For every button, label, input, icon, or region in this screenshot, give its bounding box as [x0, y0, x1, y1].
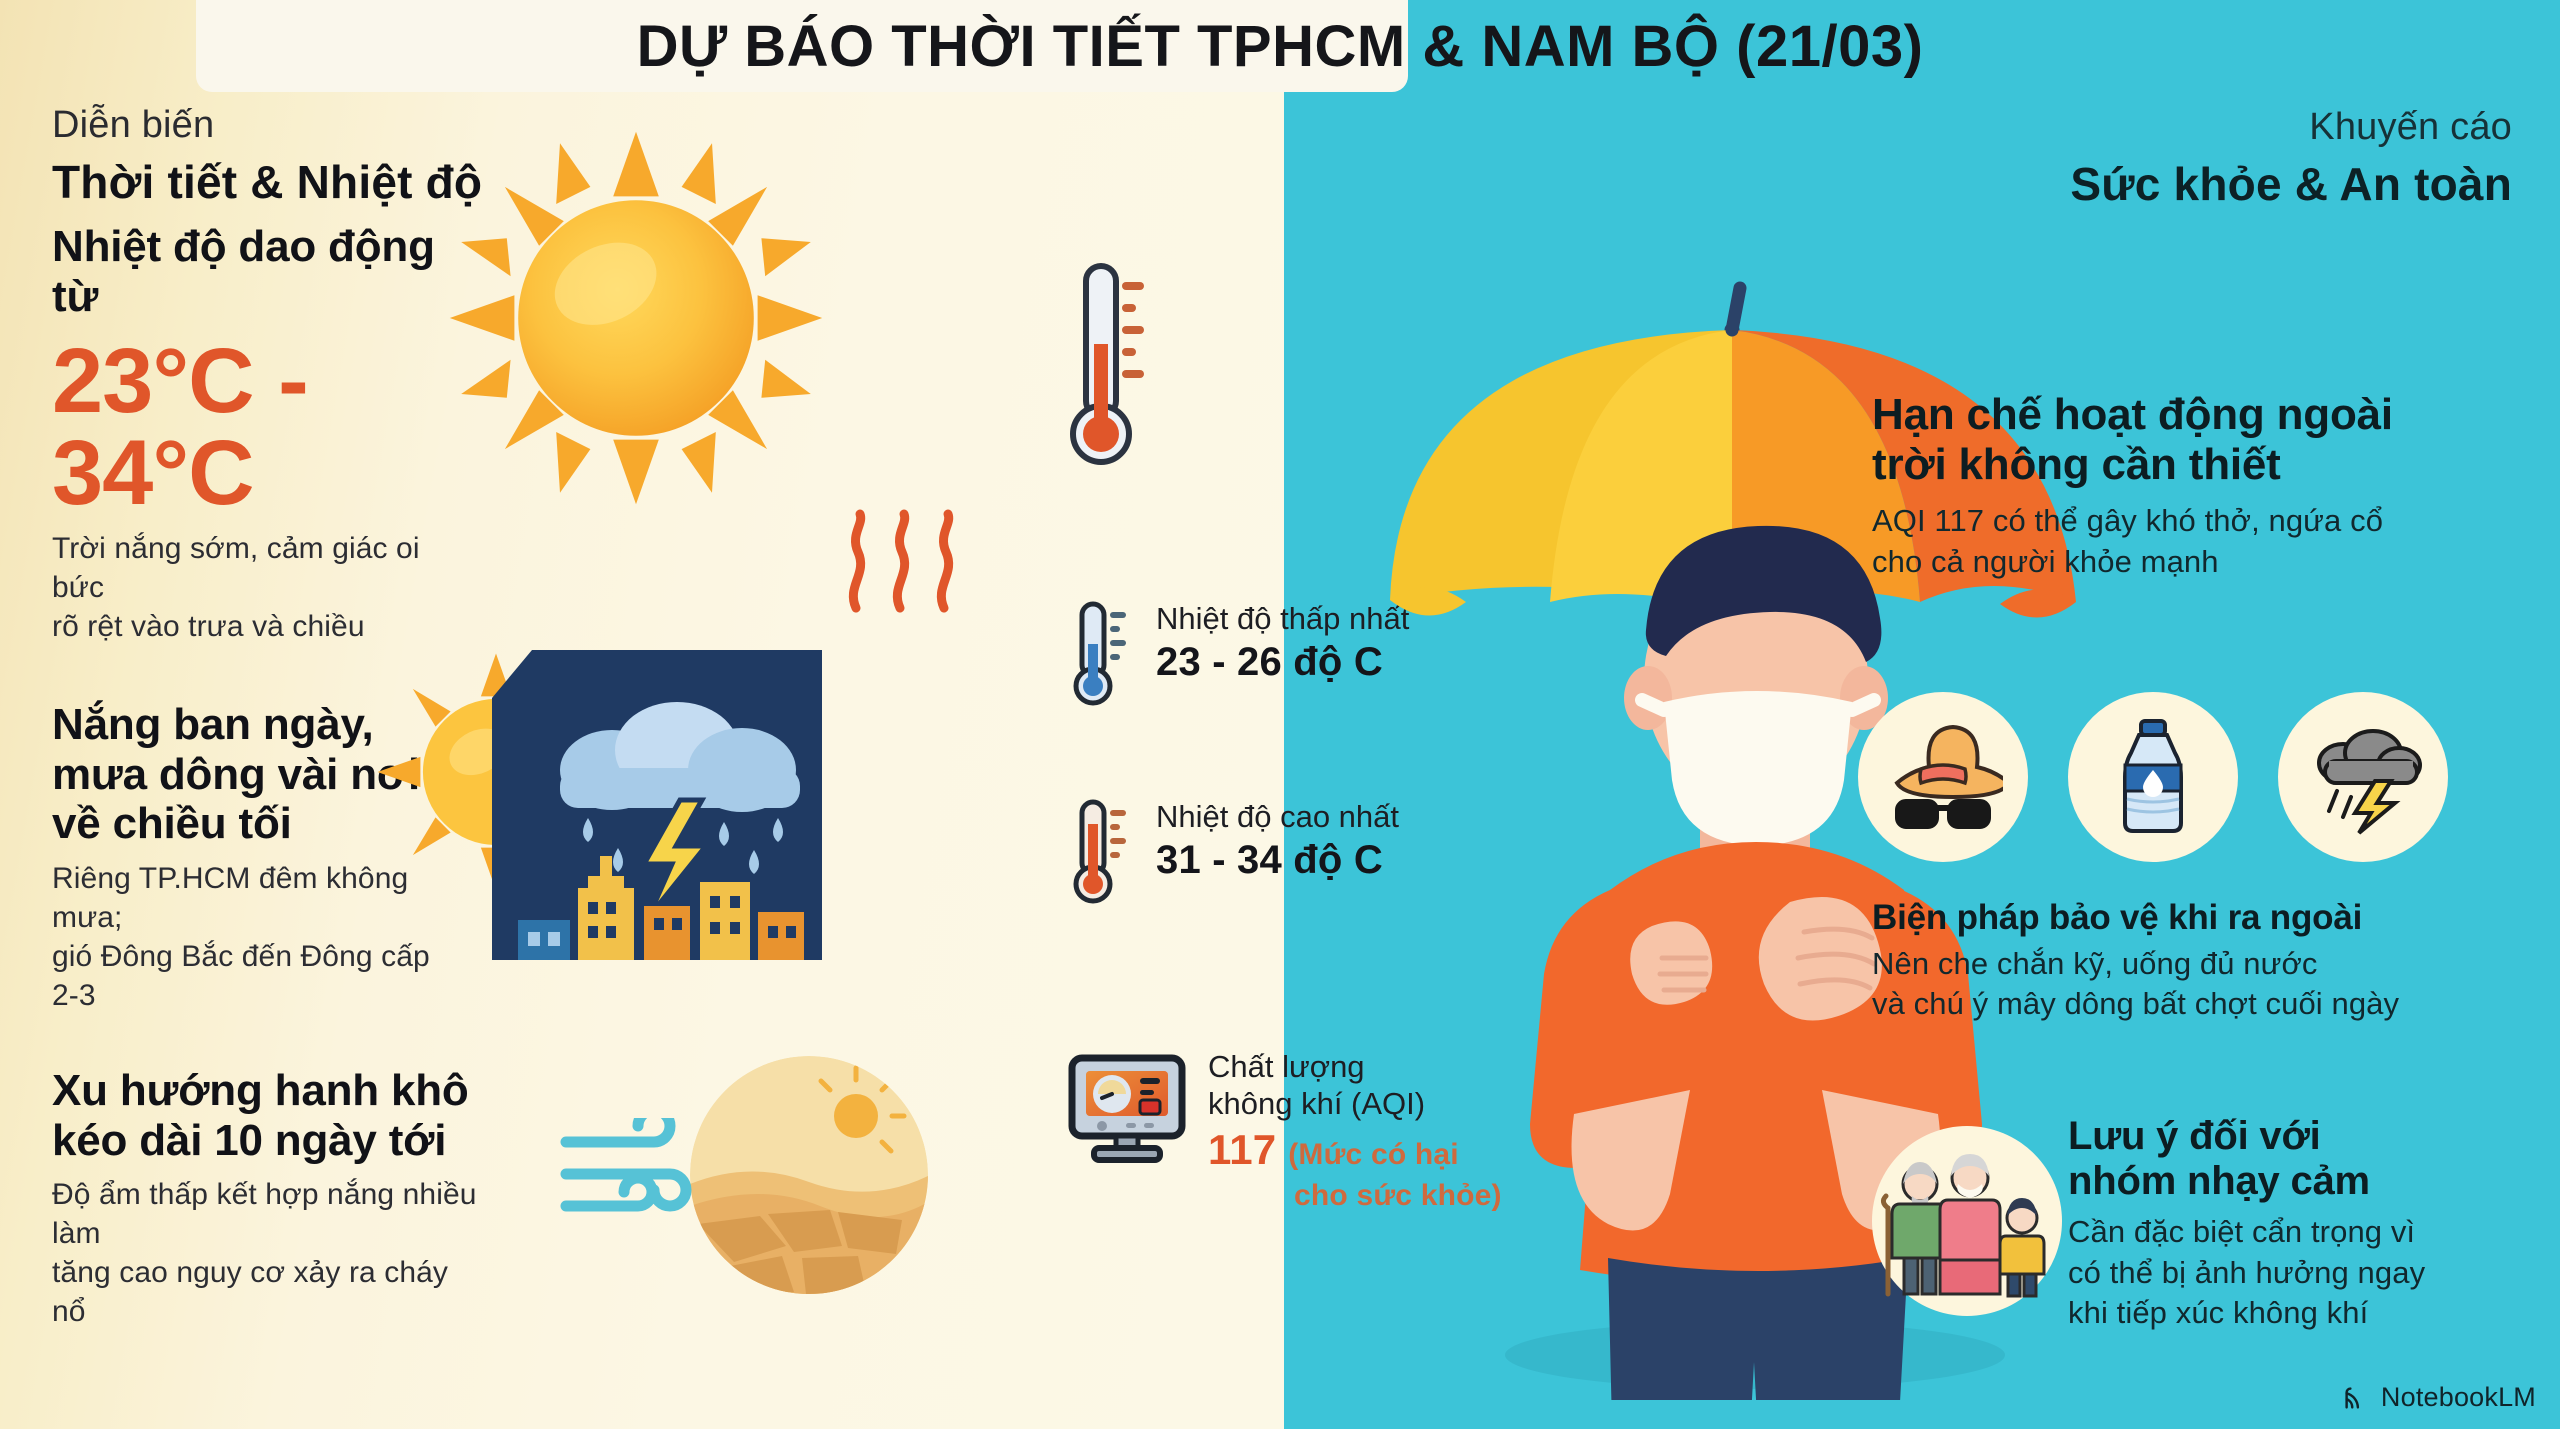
aqi-value: 117 [1208, 1126, 1277, 1174]
temperature-sub-line-1: Trời nắng sớm, cảm giác oi bức [52, 532, 420, 605]
thermometer-large-icon [1070, 258, 1146, 478]
stat-min-temperature: Nhiệt độ thấp nhất 23 - 26 độ C [1072, 600, 1409, 708]
temperature-block-title: Nhiệt độ dao động từ [52, 222, 435, 321]
limit-outdoor-sub: AQI 117 có thể gây khó thở, ngứa cổ cho … [1872, 501, 2532, 582]
temperature-sub-line-2: rõ rệt vào trưa và chiều [52, 610, 365, 644]
sensitive-sub-line-3: khi tiếp xúc không khí [2068, 1294, 2369, 1330]
thermometer-cold-icon [1072, 600, 1134, 708]
rain-sub-line-1: Riêng TP.HCM đêm không mưa; [52, 862, 409, 935]
protection-title: Biện pháp bảo vệ khi ra ngoài [1872, 898, 2363, 937]
rain-block-sub: Riêng TP.HCM đêm không mưa; gió Đông Bắc… [52, 859, 452, 1015]
wind-gust-icon [558, 1104, 708, 1228]
protection-sub-line-2: và chú ý mây dông bất chợt cuối ngày [1872, 986, 2400, 1022]
stat-min-label: Nhiệt độ thấp nhất [1156, 601, 1410, 636]
right-block-sensitive-group: Lưu ý đối với nhóm nhạy cảm Cần đặc biệt… [2068, 1114, 2558, 1333]
heat-wave-icon [838, 508, 968, 618]
water-bottle-icon [2093, 715, 2213, 840]
stat-min-value: 23 - 26 độ C [1156, 640, 1383, 685]
title-plate [196, 0, 1408, 92]
right-heading: Sức khỏe & An toàn [2070, 158, 2512, 210]
dry-trend-sub: Độ ẩm thấp kết hợp nắng nhiều làm tăng c… [52, 1175, 482, 1331]
rain-title-line-3: về chiều tối [52, 799, 292, 849]
rain-title-line-2: mưa dông vài nơi [52, 749, 420, 799]
stat-max-label: Nhiệt độ cao nhất [1156, 799, 1400, 834]
sensitive-title-line-2: nhóm nhạy cảm [2068, 1159, 2370, 1204]
stat-max-value: 31 - 34 độ C [1156, 838, 1383, 883]
left-block-rain: Nắng ban ngày, mưa dông vài nơi về chiều… [52, 700, 452, 1015]
limit-outdoor-title: Hạn chế hoạt động ngoài trời không cần t… [1872, 390, 2532, 489]
right-eyebrow: Khuyến cáo [2309, 106, 2512, 148]
aqi-label-line-1: Chất lượng [1208, 1049, 1365, 1084]
thunderstorm-cloud-icon [2303, 715, 2423, 840]
rain-title-line-1: Nắng ban ngày, [52, 700, 374, 749]
limit-outdoor-sub-line-2: cho cả người khỏe mạnh [1872, 543, 2219, 579]
aqi-note-line-2: cho sức khỏe) [1294, 1178, 1502, 1212]
dry-trend-title: Xu hướng hanh khô kéo dài 10 ngày tới [52, 1066, 482, 1165]
left-eyebrow: Diễn biến [52, 104, 215, 146]
sun-icon [446, 128, 826, 508]
stat-air-quality: Chất lượng không khí (AQI) 117 (Mức có h… [1068, 1048, 1502, 1214]
man-with-mask-holding-umbrella-icon [1360, 210, 2110, 1429]
limit-outdoor-title-line-2: trời không cần thiết [1872, 439, 2281, 489]
notebooklm-logo-icon [2341, 1383, 2371, 1413]
badge-sensitive-group [1872, 1126, 2062, 1316]
page-title: Dự báo thời tiết TPHCM & Nam Bộ (21/03) [636, 13, 1924, 79]
left-block-dry-trend: Xu hướng hanh khô kéo dài 10 ngày tới Độ… [52, 1066, 482, 1331]
sunhat-sunglasses-icon [1883, 715, 2012, 840]
badge-water-bottle [2068, 692, 2238, 862]
aqi-label-line-2: không khí (AQI) [1208, 1086, 1426, 1122]
rain-sub-line-2: gió Đông Bắc đến Đông cấp 2-3 [52, 940, 430, 1013]
right-block-limit-outdoor: Hạn chế hoạt động ngoài trời không cần t… [1872, 390, 2532, 582]
limit-outdoor-title-line-1: Hạn chế hoạt động ngoài [1872, 390, 2393, 439]
thermometer-hot-icon [1072, 798, 1134, 906]
sensitive-title: Lưu ý đối với nhóm nhạy cảm [2068, 1114, 2558, 1204]
sensitive-title-line-1: Lưu ý đối với [2068, 1114, 2321, 1158]
badge-sunhat [1858, 692, 2028, 862]
dry-title-line-1: Xu hướng hanh khô [52, 1066, 469, 1115]
left-block-temperature: Nhiệt độ dao động từ 23°C - 34°C Trời nắ… [52, 222, 472, 646]
temperature-block-sub: Trời nắng sớm, cảm giác oi bức rõ rệt và… [52, 529, 472, 646]
sensitive-sub-line-2: có thể bị ảnh hưởng ngay [2068, 1254, 2426, 1290]
stat-max-temperature: Nhiệt độ cao nhất 31 - 34 độ C [1072, 798, 1399, 906]
dry-title-line-2: kéo dài 10 ngày tới [52, 1115, 447, 1165]
city-rain-thunder-icon [492, 650, 822, 960]
right-column-header: Khuyến cáo Sức khỏe & An toàn [2070, 106, 2512, 211]
dry-sub-line-1: Độ ẩm thấp kết hợp nắng nhiều làm [52, 1178, 477, 1251]
temperature-range-value: 23°C - 34°C [52, 330, 309, 525]
cracked-dry-earth-icon [690, 1056, 928, 1294]
left-column-header: Diễn biến Thời tiết & Nhiệt độ [52, 104, 482, 209]
sensitive-sub: Cần đặc biệt cẩn trọng vì có thể bị ảnh … [2068, 1212, 2558, 1333]
rain-block-title: Nắng ban ngày, mưa dông vài nơi về chiều… [52, 700, 452, 849]
air-quality-monitor-icon [1068, 1054, 1186, 1171]
watermark-label: NotebookLM [2380, 1382, 2536, 1412]
protection-sub-line-1: Nên che chắn kỹ, uống đủ nước [1872, 946, 2318, 981]
aqi-value-row: 117 (Mức có hại [1208, 1124, 1502, 1177]
badge-thunderstorm [2278, 692, 2448, 862]
limit-outdoor-sub-line-1: AQI 117 có thể gây khó thở, ngứa cổ [1872, 503, 2384, 539]
protection-sub: Nên che chắn kỹ, uống đủ nước và chú ý m… [1872, 944, 2560, 1025]
sensitive-sub-line-1: Cần đặc biệt cẩn trọng vì [2068, 1214, 2416, 1250]
aqi-note-line-1: (Mức có hại [1288, 1138, 1459, 1172]
right-block-protection: Biện pháp bảo vệ khi ra ngoài Nên che ch… [1872, 898, 2560, 1025]
dry-sub-line-2: tăng cao nguy cơ xảy ra cháy nổ [52, 1256, 449, 1329]
watermark: NotebookLM [2341, 1382, 2536, 1413]
elderly-and-child-icon [1872, 1126, 2062, 1321]
left-heading: Thời tiết & Nhiệt độ [52, 156, 483, 208]
